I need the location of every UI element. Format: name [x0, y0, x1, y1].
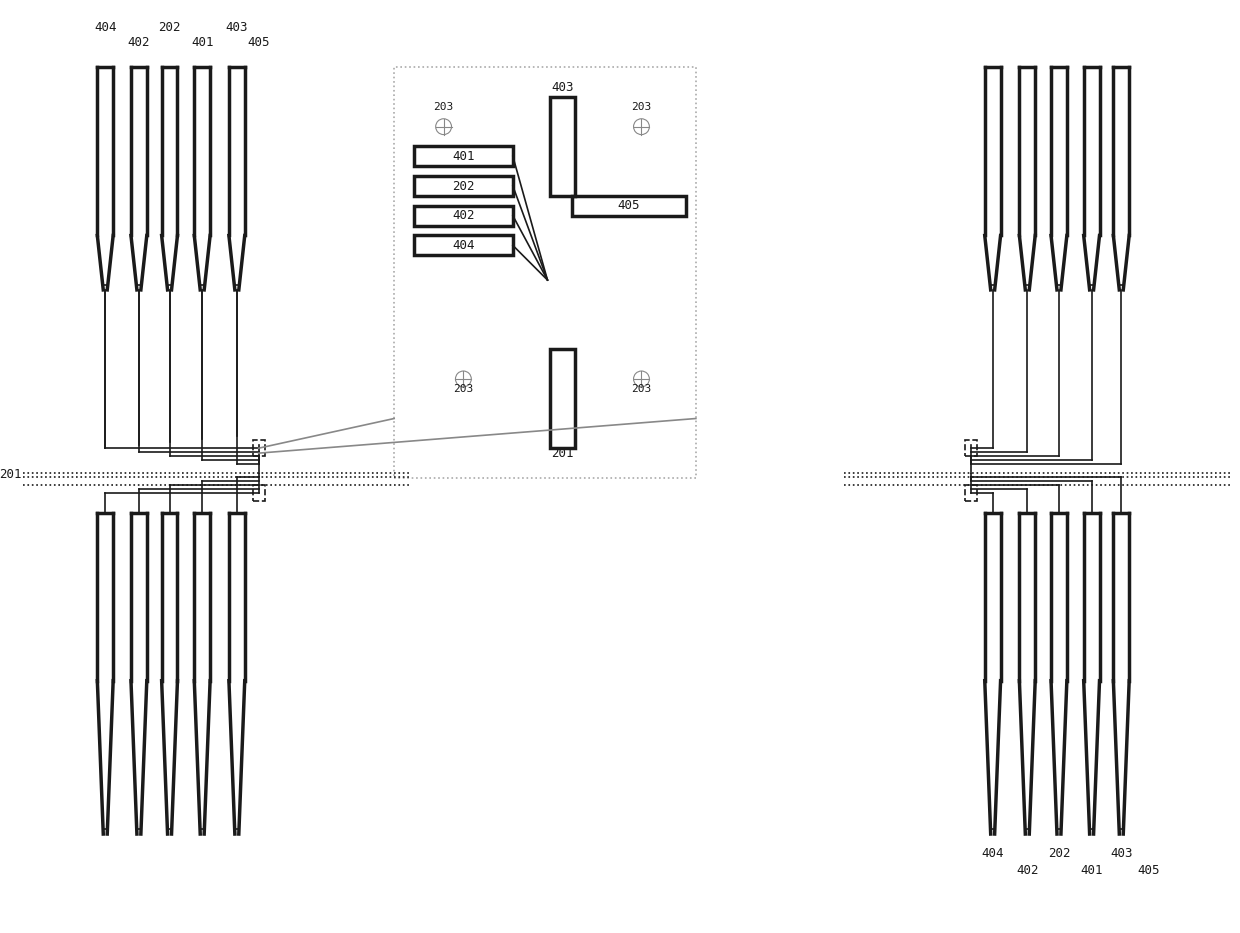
- Bar: [572, 196, 686, 216]
- Text: 404: 404: [453, 239, 475, 252]
- Text: 404: 404: [94, 21, 117, 35]
- Bar: [551, 349, 574, 448]
- Text: 404: 404: [981, 847, 1004, 860]
- Text: 405: 405: [247, 36, 270, 49]
- Text: 401: 401: [191, 36, 213, 49]
- Text: 202: 202: [453, 179, 475, 192]
- Text: 202: 202: [159, 21, 181, 35]
- Text: 203: 203: [631, 383, 651, 394]
- Bar: [253, 440, 264, 456]
- Text: 405: 405: [1138, 864, 1161, 877]
- Text: 402: 402: [453, 209, 475, 222]
- Text: 203: 203: [434, 102, 454, 112]
- Bar: [253, 485, 264, 501]
- Text: 401: 401: [453, 150, 475, 163]
- Bar: [414, 176, 513, 196]
- Text: 403: 403: [1110, 847, 1132, 860]
- Bar: [414, 146, 513, 166]
- Bar: [965, 485, 977, 501]
- Bar: [414, 235, 513, 256]
- Bar: [965, 440, 977, 456]
- Text: 402: 402: [1016, 864, 1039, 877]
- Bar: [551, 97, 574, 196]
- Text: 201: 201: [551, 447, 574, 460]
- Text: 202: 202: [1048, 847, 1070, 860]
- Text: 402: 402: [128, 36, 150, 49]
- Bar: [394, 67, 696, 478]
- Text: 403: 403: [551, 80, 574, 93]
- Text: 201: 201: [0, 468, 21, 481]
- Text: 203: 203: [454, 383, 474, 394]
- Text: 401: 401: [1080, 864, 1102, 877]
- Text: 203: 203: [631, 102, 651, 112]
- Bar: [414, 206, 513, 226]
- Text: 405: 405: [618, 200, 640, 213]
- Text: 403: 403: [226, 21, 248, 35]
